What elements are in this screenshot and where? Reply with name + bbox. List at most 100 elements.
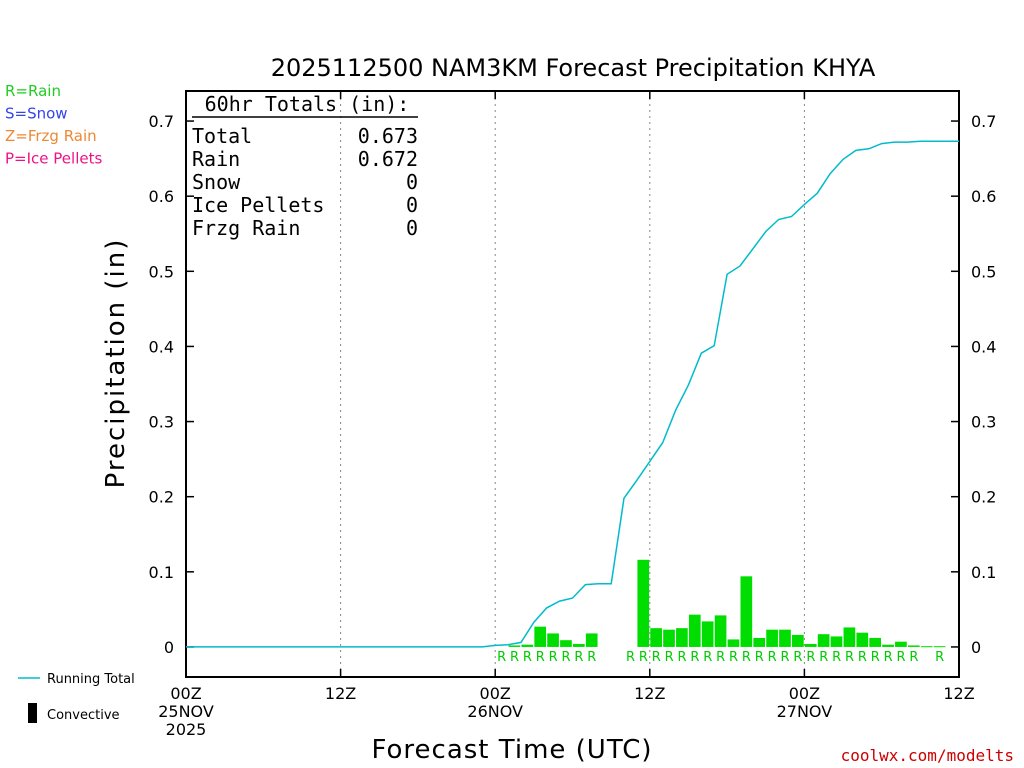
precip-bars: [508, 559, 946, 648]
x-tick-label: 12Z: [943, 684, 974, 703]
y-tick-label-right: 0.3: [971, 413, 996, 432]
precip-bar: [727, 639, 740, 647]
y-tick-label-right: 0: [971, 638, 981, 657]
precip-bar: [933, 646, 946, 648]
precip-bar: [547, 633, 559, 647]
x-tick-label: 25NOV: [158, 702, 214, 721]
y-tick-label: 0.4: [149, 337, 174, 356]
ptype-marker: R: [587, 650, 596, 665]
totals-row-label: Ice Pellets: [192, 193, 324, 217]
precip-bar: [843, 627, 856, 647]
y-axis-right: 0 0.1 0.2 0.3 0.4 0.5 0.6 0.7: [951, 112, 996, 657]
precip-bar: [895, 641, 907, 647]
y-tick-label-right: 0.1: [971, 563, 996, 582]
totals-row-value: 0.673: [358, 124, 418, 148]
precip-bar: [766, 629, 778, 647]
ptype-marker: R: [703, 650, 712, 665]
x-tick-label: 00Z: [789, 684, 820, 703]
totals-header: 60hr Totals (in):: [205, 92, 410, 116]
ptype-legend-item: Z=Frzg Rain: [5, 127, 97, 145]
y-tick-label: 0.3: [149, 413, 174, 432]
x-tick-label: 00Z: [170, 684, 201, 703]
running-total-legend-label: Running Total: [47, 672, 135, 687]
totals-row-value: 0.672: [358, 147, 418, 171]
precip-bar: [521, 644, 534, 647]
ptype-marker: R: [845, 650, 854, 665]
convective-legend-label: Convective: [47, 708, 120, 723]
precip-bar: [817, 634, 830, 647]
precip-bar: [869, 637, 881, 647]
ptype-marker: R: [781, 650, 790, 665]
precip-bar: [740, 576, 753, 647]
ptype-marker: R: [677, 650, 686, 665]
totals-row-label: Snow: [192, 170, 241, 194]
ptype-marker: R: [729, 650, 738, 665]
totals-row-value: 0: [406, 170, 418, 194]
precip-bar: [560, 640, 572, 647]
y-axis-left: 0 0.1 0.2 0.3 0.4 0.5 0.6 0.7: [149, 112, 194, 657]
ptype-marker: R: [639, 650, 648, 665]
x-tick-label: 2025: [166, 720, 207, 739]
bottom-legend: Running Total Convective: [18, 672, 135, 723]
ptype-marker: R: [549, 650, 558, 665]
ptype-marker: R: [742, 650, 751, 665]
ptype-marker: R: [884, 650, 893, 665]
y-tick-label-right: 0.4: [971, 337, 996, 356]
y-tick-label-right: 0.5: [971, 262, 996, 281]
precip-bar: [856, 632, 869, 647]
ptype-marker: R: [497, 650, 506, 665]
convective-legend-swatch: [28, 703, 37, 723]
x-axis-label: Forecast Time (UTC): [371, 735, 652, 765]
credit-text: coolwx.com/modelts: [841, 746, 1014, 765]
x-tick-label: 12Z: [634, 684, 665, 703]
precip-bar: [585, 633, 598, 647]
ptype-legend-item: P=Ice Pellets: [5, 150, 102, 168]
ptype-marker: R: [536, 650, 545, 665]
ptype-marker: R: [690, 650, 699, 665]
ptype-marker: R: [793, 650, 802, 665]
precip-bar: [701, 621, 714, 647]
ptype-marker: R: [806, 650, 815, 665]
y-tick-label: 0.1: [149, 563, 174, 582]
ptype-marker: R: [819, 650, 828, 665]
gridlines: [340, 92, 805, 676]
ptype-marker: R: [897, 650, 906, 665]
y-tick-label: 0.6: [149, 187, 174, 206]
precip-bar: [753, 637, 766, 647]
x-tick-label: 26NOV: [467, 702, 523, 721]
ptype-marker: R: [574, 650, 583, 665]
totals-box: 60hr Totals (in): Total 0.673 Rain 0.672 Sno…: [192, 92, 418, 240]
precip-bar: [688, 614, 701, 647]
totals-row-label: Rain: [192, 147, 240, 171]
y-tick-label: 0.2: [149, 488, 174, 507]
y-tick-label: 0: [164, 638, 174, 657]
ptype-marker: R: [652, 650, 661, 665]
y-tick-label: 0.5: [149, 262, 174, 281]
precip-bar: [920, 646, 933, 648]
ptype-marker: R: [562, 650, 571, 665]
running-total-line: [186, 140, 959, 648]
precip-bar: [907, 645, 920, 647]
y-tick-label: 0.7: [149, 112, 174, 131]
precip-bar: [882, 644, 894, 647]
ptype-legend-item: S=Snow: [5, 105, 68, 123]
ptype-marker: R: [755, 650, 764, 665]
ptype-marker: R: [858, 650, 867, 665]
totals-row-value: 0: [406, 193, 418, 217]
precip-bar: [637, 559, 650, 647]
precip-bar: [534, 626, 547, 647]
ptype-marker: R: [909, 650, 918, 665]
precip-bar: [792, 634, 804, 647]
x-tick-label: 00Z: [480, 684, 511, 703]
y-tick-label-right: 0.2: [971, 488, 996, 507]
precip-bar: [508, 645, 521, 647]
ptype-marker: R: [768, 650, 777, 665]
precip-bar: [804, 643, 817, 647]
precip-bar: [830, 636, 843, 647]
totals-row-label: Total: [192, 124, 252, 148]
ptype-marker: R: [523, 650, 532, 665]
y-tick-label-right: 0.6: [971, 187, 996, 206]
